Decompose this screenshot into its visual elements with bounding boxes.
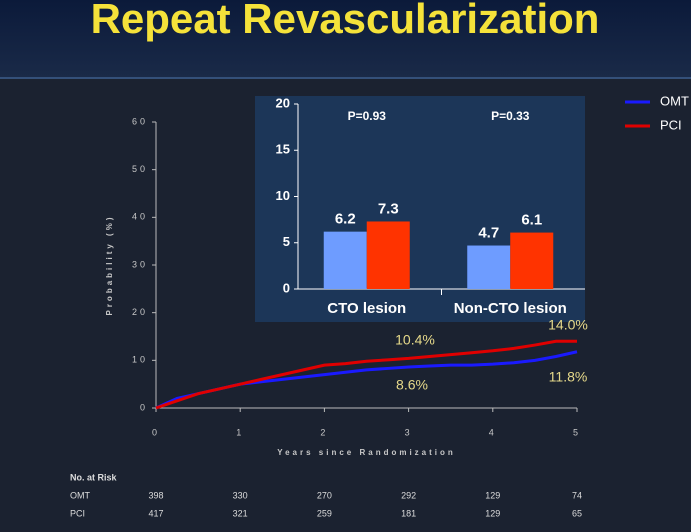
- inset-y-tick-label: 20: [276, 95, 290, 110]
- bar-value-label: 4.7: [478, 224, 499, 241]
- y-tick-label: 0: [140, 402, 148, 412]
- risk-count: 270: [317, 490, 332, 500]
- risk-count: 259: [317, 508, 332, 518]
- bar-value-label: 6.2: [335, 211, 356, 228]
- bar: [366, 221, 410, 289]
- inset-category-label: CTO lesion: [327, 300, 406, 317]
- bar: [323, 231, 367, 289]
- risk-count: 181: [401, 508, 416, 518]
- risk-count: 129: [485, 490, 500, 500]
- bar: [510, 232, 554, 289]
- x-tick-label: 5: [573, 427, 581, 437]
- p-value: P=0.33: [491, 109, 530, 123]
- y-tick-label: 50: [132, 164, 148, 174]
- bar-value-label: 6.1: [521, 212, 542, 229]
- risk-count: 321: [233, 508, 248, 518]
- risk-row-label: OMT: [70, 490, 90, 500]
- risk-row-label: PCI: [70, 508, 85, 518]
- inset-y-tick-label: 5: [283, 234, 290, 249]
- x-tick-label: 3: [405, 427, 413, 437]
- inset-y-tick-label: 10: [276, 188, 290, 203]
- y-tick-label: 60: [132, 116, 148, 126]
- x-axis-title: Years since Randomization: [277, 448, 456, 457]
- y-tick-label: 30: [132, 259, 148, 269]
- x-tick-label: 0: [152, 427, 160, 437]
- slide-title: Repeat Revascularization: [91, 0, 600, 42]
- series-line: [155, 339, 577, 410]
- inset-category-label: Non-CTO lesion: [454, 300, 567, 317]
- legend-label: PCI: [660, 117, 682, 132]
- legend-label: OMT: [660, 93, 689, 108]
- y-axis-title: Probability (%): [105, 214, 114, 315]
- risk-count: 129: [485, 508, 500, 518]
- risk-count: 65: [572, 508, 582, 518]
- p-value: P=0.93: [348, 109, 387, 123]
- risk-count: 417: [148, 508, 163, 518]
- risk-count: 398: [148, 490, 163, 500]
- risk-count: 74: [572, 490, 582, 500]
- x-tick-label: 2: [320, 427, 328, 437]
- bar: [467, 245, 511, 289]
- y-tick-label: 40: [132, 212, 148, 222]
- header-band: [0, 0, 691, 78]
- annotation: 10.4%: [395, 332, 435, 348]
- inset-y-tick-label: 0: [283, 280, 290, 295]
- x-tick-label: 4: [489, 427, 497, 437]
- inset-y-tick-label: 15: [276, 142, 290, 157]
- bar-value-label: 7.3: [378, 200, 399, 217]
- risk-count: 330: [233, 490, 248, 500]
- y-tick-label: 20: [132, 307, 148, 317]
- risk-count: 292: [401, 490, 416, 500]
- x-tick-label: 1: [236, 427, 244, 437]
- y-tick-label: 10: [132, 355, 148, 365]
- risk-title: No. at Risk: [70, 472, 118, 482]
- annotation: 14.0%: [548, 317, 588, 333]
- annotation: 8.6%: [396, 377, 428, 393]
- annotation: 11.8%: [549, 369, 588, 385]
